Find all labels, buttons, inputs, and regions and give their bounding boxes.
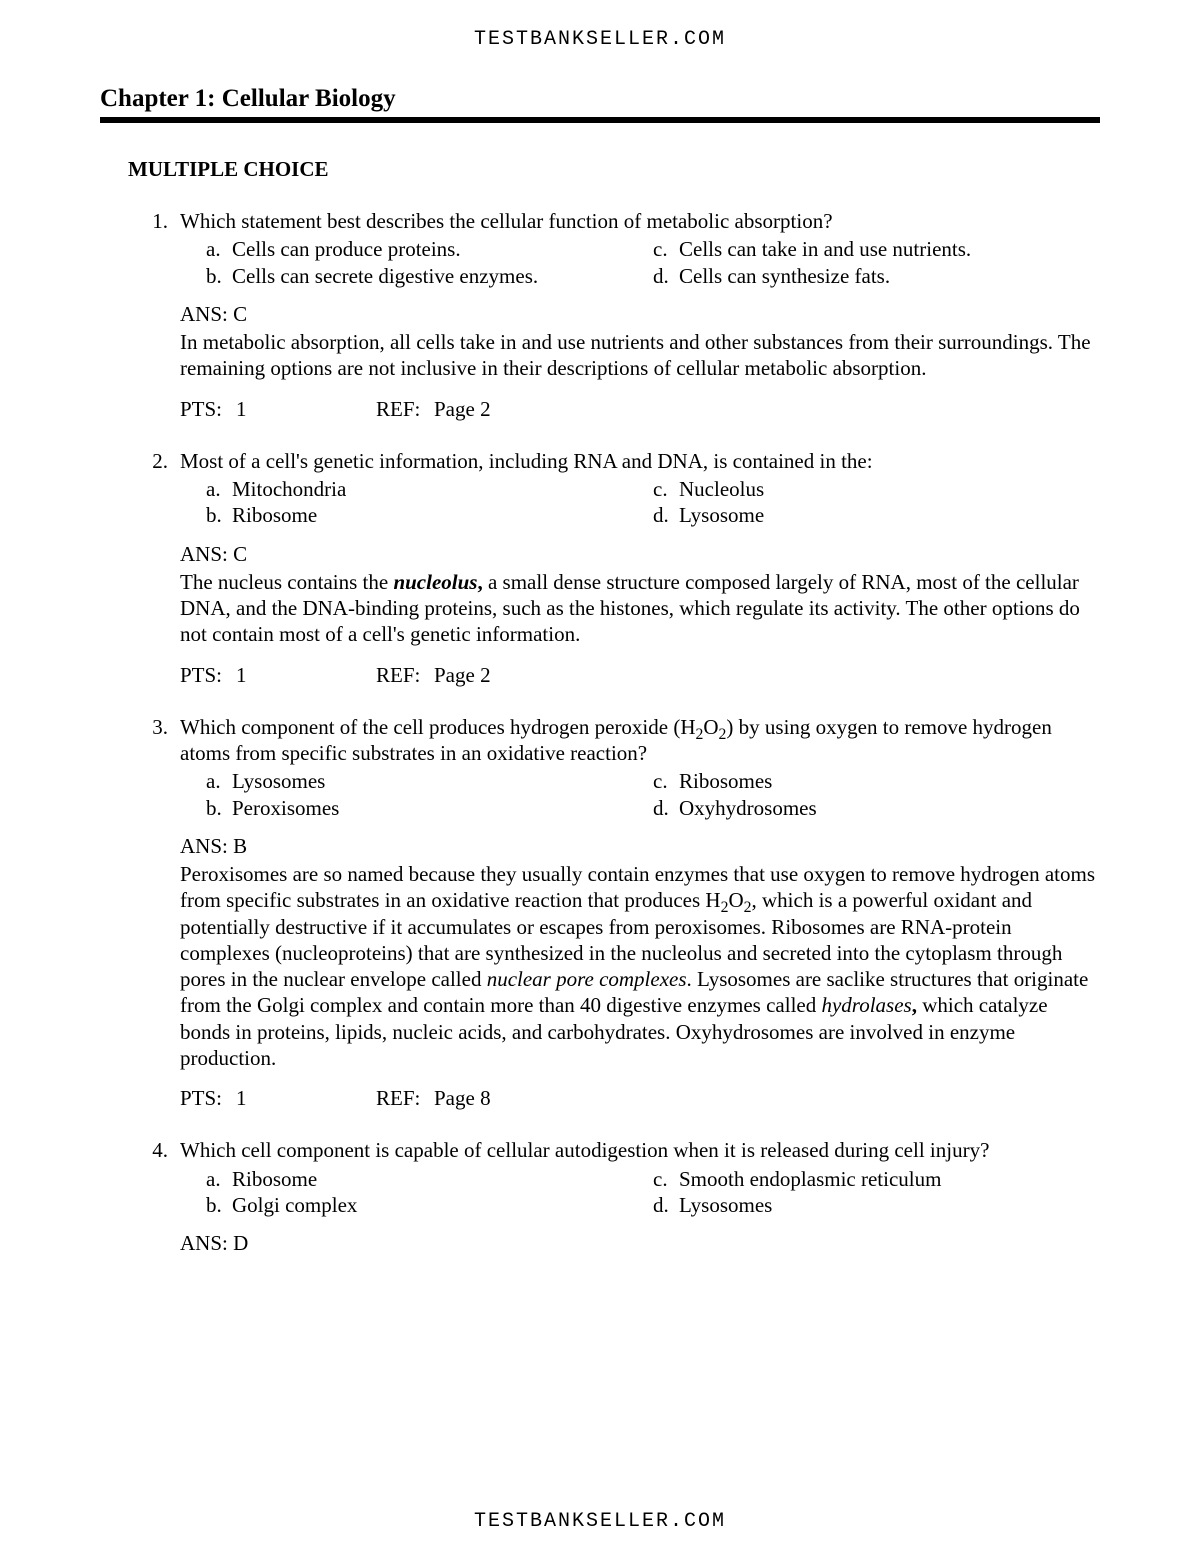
question-1: 1. Which statement best describes the ce…	[128, 208, 1100, 422]
option-b: b.Cells can secrete digestive enzymes.	[206, 263, 653, 289]
question-3: 3. Which component of the cell produces …	[128, 714, 1100, 1112]
option-d: d.Cells can synthesize fats.	[653, 263, 1100, 289]
chapter-title: Chapter 1: Cellular Biology	[100, 85, 1100, 113]
options: a.Ribosome b.Golgi complex c.Smooth endo…	[206, 1166, 1100, 1219]
options: a.Mitochondria b.Ribosome c.Nucleolus d.…	[206, 476, 1100, 529]
explanation: In metabolic absorption, all cells take …	[180, 329, 1100, 382]
metadata-row: PTS: 1 REF: Page 2	[180, 662, 1100, 688]
option-d: d.Lysosome	[653, 502, 1100, 528]
question-number: 2.	[128, 448, 180, 688]
option-b: b.Golgi complex	[206, 1192, 653, 1218]
options: a.Cells can produce proteins. b.Cells ca…	[206, 236, 1100, 289]
answer: ANS: B	[180, 833, 1100, 859]
option-c: c.Smooth endoplasmic reticulum	[653, 1166, 1100, 1192]
option-a: a.Mitochondria	[206, 476, 653, 502]
metadata-row: PTS: 1 REF: Page 2	[180, 396, 1100, 422]
option-c: c.Ribosomes	[653, 768, 1100, 794]
option-c: c.Nucleolus	[653, 476, 1100, 502]
question-stem: Most of a cell's genetic information, in…	[180, 448, 1100, 474]
content: 1. Which statement best describes the ce…	[128, 208, 1100, 1258]
site-header: TESTBANKSELLER.COM	[100, 28, 1100, 51]
question-number: 1.	[128, 208, 180, 422]
question-stem: Which statement best describes the cellu…	[180, 208, 1100, 234]
site-footer: TESTBANKSELLER.COM	[0, 1510, 1200, 1533]
answer: ANS: C	[180, 541, 1100, 567]
option-c: c.Cells can take in and use nutrients.	[653, 236, 1100, 262]
option-a: a.Lysosomes	[206, 768, 653, 794]
option-a: a.Ribosome	[206, 1166, 653, 1192]
question-number: 3.	[128, 714, 180, 1112]
options: a.Lysosomes b.Peroxisomes c.Ribosomes d.…	[206, 768, 1100, 821]
section-title: MULTIPLE CHOICE	[128, 157, 1100, 182]
question-number: 4.	[128, 1137, 180, 1258]
title-rule	[100, 117, 1100, 123]
page: TESTBANKSELLER.COM Chapter 1: Cellular B…	[0, 0, 1200, 1553]
option-b: b.Peroxisomes	[206, 795, 653, 821]
option-d: d.Oxyhydrosomes	[653, 795, 1100, 821]
question-stem: Which cell component is capable of cellu…	[180, 1137, 1100, 1163]
option-b: b.Ribosome	[206, 502, 653, 528]
option-a: a.Cells can produce proteins.	[206, 236, 653, 262]
explanation: The nucleus contains the nucleolus, a sm…	[180, 569, 1100, 648]
option-d: d.Lysosomes	[653, 1192, 1100, 1218]
answer: ANS: D	[180, 1230, 1100, 1256]
question-4: 4. Which cell component is capable of ce…	[128, 1137, 1100, 1258]
explanation: Peroxisomes are so named because they us…	[180, 861, 1100, 1071]
metadata-row: PTS: 1 REF: Page 8	[180, 1085, 1100, 1111]
question-stem: Which component of the cell produces hyd…	[180, 714, 1100, 767]
question-2: 2. Most of a cell's genetic information,…	[128, 448, 1100, 688]
answer: ANS: C	[180, 301, 1100, 327]
